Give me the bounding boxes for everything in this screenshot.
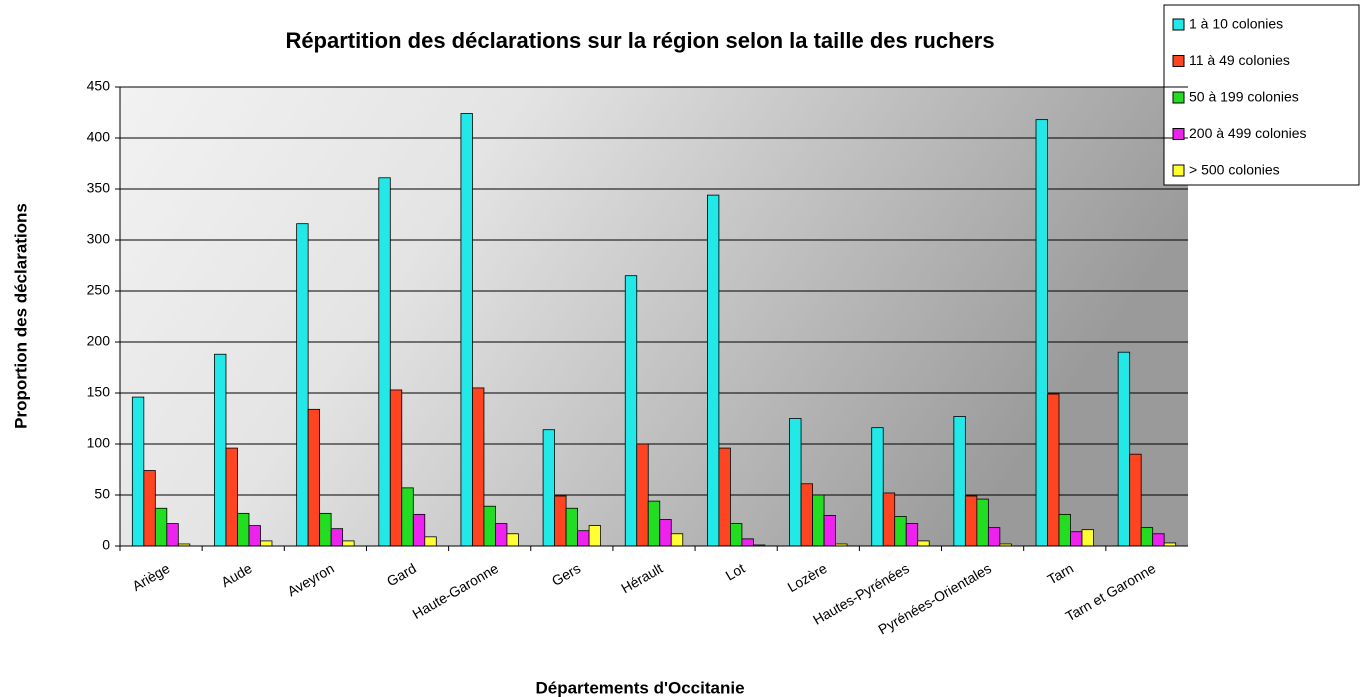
bar: [871, 427, 884, 547]
x-tick-label: Lot: [723, 560, 748, 584]
bar: [389, 389, 403, 547]
y-tick-label: 250: [87, 282, 111, 298]
bar: [894, 516, 907, 547]
x-tick-label: Lozère: [785, 560, 830, 595]
bar: [905, 523, 919, 547]
bar: [542, 429, 555, 547]
bar: [976, 498, 989, 547]
legend-swatch: [1172, 91, 1185, 104]
x-tick-label: Gard: [384, 560, 419, 589]
bar: [154, 507, 168, 547]
bar: [882, 492, 896, 547]
bar: [647, 500, 661, 547]
bar: [1058, 513, 1071, 547]
y-tick-label: 150: [87, 384, 111, 400]
bar: [1081, 529, 1094, 547]
bar: [588, 525, 601, 547]
bar: [460, 113, 473, 547]
bar: [330, 528, 344, 547]
bar: [214, 353, 227, 547]
bar: [554, 495, 567, 547]
bar: [260, 540, 273, 547]
bar: [624, 275, 638, 547]
bar: [659, 519, 672, 547]
legend: [1163, 4, 1360, 186]
x-tick-label: Aveyron: [284, 560, 336, 599]
legend-label: 1 à 10 colonies: [1189, 16, 1283, 32]
bar: [741, 538, 754, 547]
bar: [1035, 119, 1048, 547]
legend-swatch: [1172, 55, 1185, 67]
bar: [166, 523, 179, 547]
y-tick-label: 100: [87, 435, 111, 451]
legend-label: 50 à 199 colonies: [1189, 89, 1299, 105]
bar: [636, 443, 649, 547]
legend-label: 11 à 49 colonies: [1189, 52, 1290, 68]
bar: [143, 470, 156, 547]
y-tick-label: 0: [102, 537, 110, 553]
bar: [237, 512, 250, 547]
y-tick-label: 200: [87, 333, 111, 349]
y-axis-title: Proportion des déclarations: [11, 203, 30, 429]
x-tick-label: Haute-Garonne: [409, 560, 501, 622]
bar: [378, 177, 391, 547]
bar: [1152, 533, 1165, 547]
bar: [789, 418, 802, 547]
bar: [1047, 393, 1060, 547]
bar: [424, 536, 437, 547]
bar: [225, 447, 238, 547]
bar: [917, 540, 930, 547]
y-tick-label: 300: [87, 231, 111, 247]
bar: [707, 194, 720, 547]
bar: [342, 540, 355, 547]
bar: [1129, 453, 1142, 547]
plot-area: [120, 87, 1188, 546]
x-tick-label: Aude: [218, 560, 255, 590]
x-tick-label: Tarn et Garonne: [1063, 560, 1159, 625]
bar: [953, 416, 966, 547]
bar: [483, 505, 496, 547]
bar: [670, 533, 684, 547]
bar: [577, 530, 590, 547]
x-axis-title: Départements d'Occitanie: [535, 678, 744, 697]
y-tick-label: 400: [87, 129, 111, 145]
chart-title: Répartition des déclarations sur la régi…: [285, 28, 994, 53]
x-tick-label: Gers: [549, 560, 583, 589]
bar: [565, 507, 578, 547]
bar: [1070, 531, 1083, 547]
bar: [248, 525, 261, 547]
bar: [131, 396, 145, 547]
x-tick-label: Ariège: [129, 560, 172, 594]
y-tick-label: 450: [87, 78, 111, 94]
legend-label: > 500 colonies: [1189, 162, 1280, 178]
bar: [800, 483, 813, 547]
bar: [987, 527, 1001, 547]
bar: [730, 523, 743, 547]
bar: [412, 513, 426, 547]
legend-swatch: [1172, 164, 1185, 177]
y-tick-label: 50: [94, 486, 110, 502]
y-tick-label: 350: [87, 180, 111, 196]
bar: [296, 223, 309, 547]
bar: [812, 494, 825, 547]
legend-swatch: [1172, 18, 1185, 31]
bar: [307, 408, 321, 547]
bar: [506, 533, 519, 547]
bar: [823, 515, 836, 547]
bar: [718, 447, 731, 547]
x-tick-label: Tarn: [1045, 560, 1077, 587]
bar: [319, 512, 332, 547]
bar: [1140, 527, 1154, 547]
bar: [472, 387, 485, 547]
bar: [1117, 351, 1131, 547]
bar: [964, 495, 978, 547]
legend-swatch: [1172, 128, 1185, 140]
bar: [495, 523, 508, 547]
bar: [401, 487, 414, 547]
x-tick-label: Hérault: [618, 560, 665, 596]
legend-label: 200 à 499 colonies: [1189, 125, 1307, 141]
